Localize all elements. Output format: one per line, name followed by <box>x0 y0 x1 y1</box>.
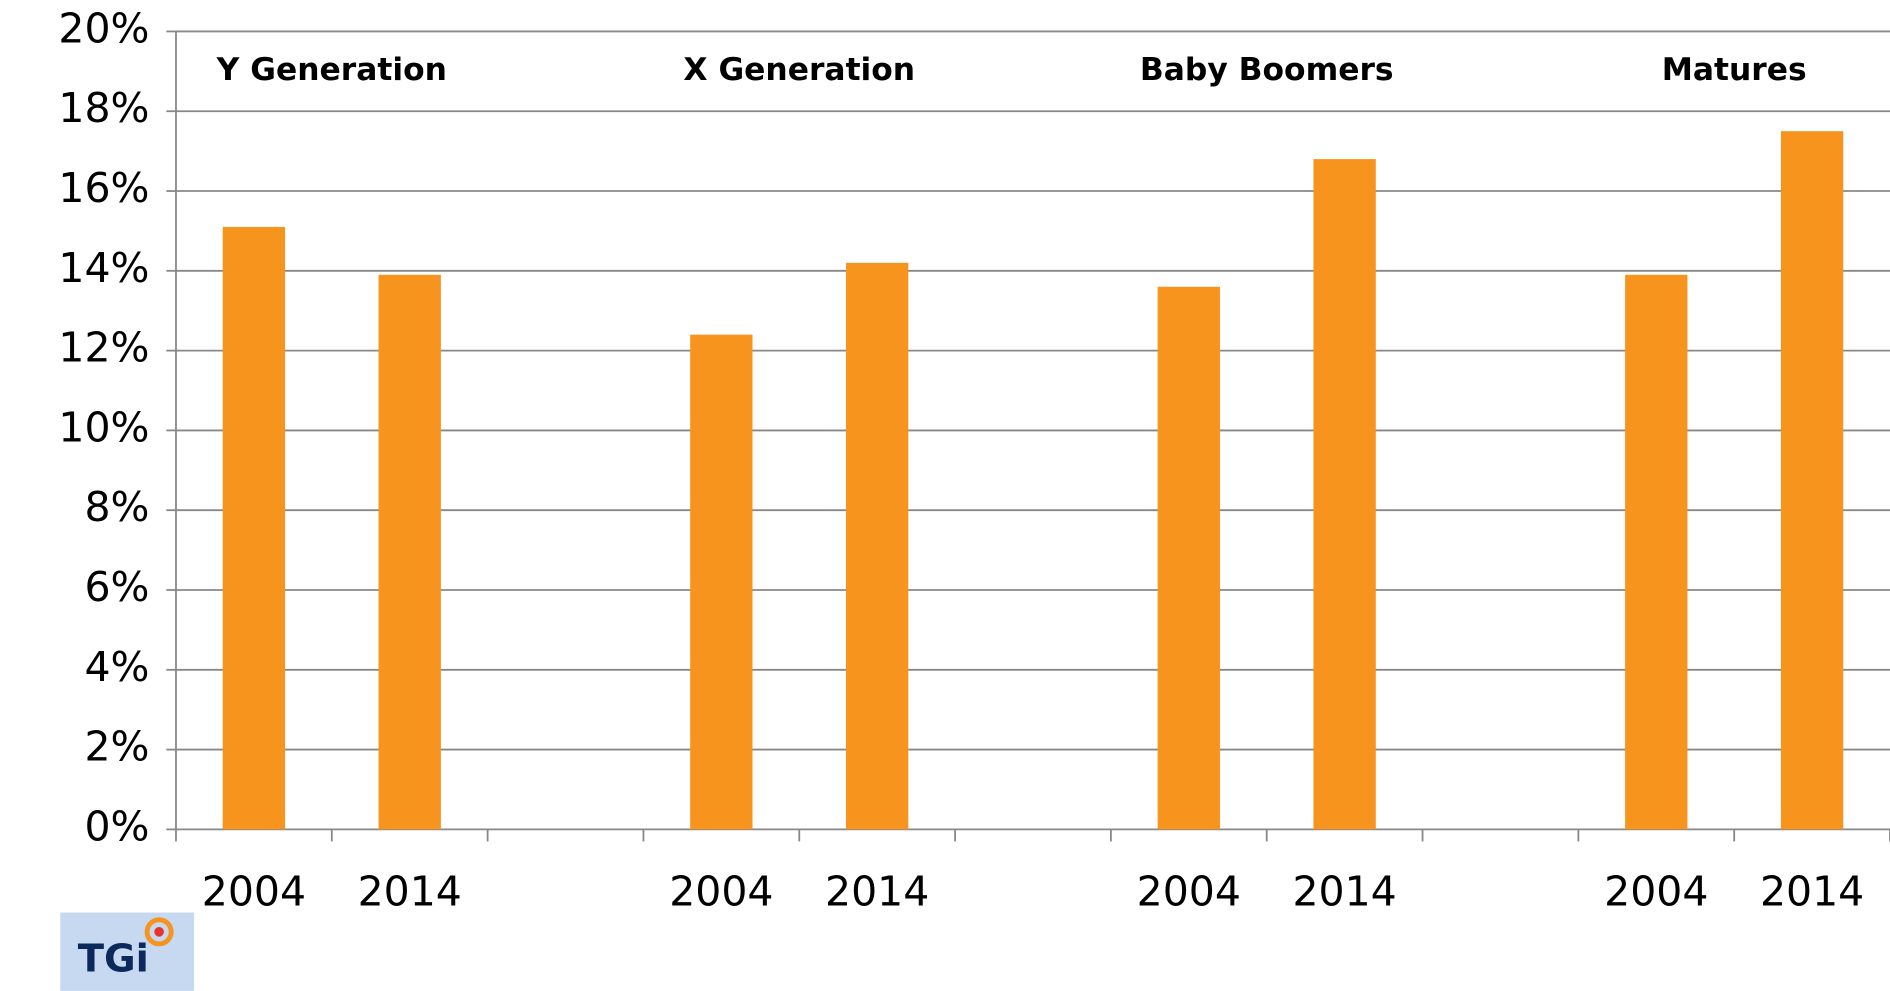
y-tick-label: 0% <box>84 802 149 850</box>
y-tick-label: 14% <box>58 244 149 292</box>
group-label: Y Generation <box>216 52 447 88</box>
logo-icon <box>144 917 174 947</box>
y-tick-label: 8% <box>84 483 149 531</box>
y-tick-label: 12% <box>58 324 149 372</box>
y-tick-label: 16% <box>58 164 149 212</box>
x-tick-label: 2014 <box>1292 867 1396 915</box>
y-tick-label: 6% <box>84 563 149 611</box>
bar <box>222 226 286 830</box>
y-tick-label: 10% <box>58 403 149 451</box>
group-label: Baby Boomers <box>1140 52 1394 88</box>
logo-icon-center <box>154 927 164 937</box>
group-label: X Generation <box>683 52 915 88</box>
bar <box>846 262 909 830</box>
y-tick-label: 2% <box>84 723 149 771</box>
y-tick-label: 4% <box>84 643 149 691</box>
x-tick-label: 2004 <box>1604 867 1708 915</box>
y-tick-label: 18% <box>58 84 149 132</box>
bar <box>1157 286 1220 830</box>
bar <box>1313 159 1376 830</box>
x-tick-label: 2004 <box>202 867 306 915</box>
x-tick-label: 2014 <box>358 867 462 915</box>
x-tick-label: 2014 <box>1760 867 1864 915</box>
x-tick-label: 2014 <box>825 867 929 915</box>
bar <box>690 334 753 830</box>
bar <box>1625 274 1688 830</box>
y-tick-label: 20% <box>58 4 149 52</box>
group-label: Matures <box>1662 52 1807 88</box>
bar <box>1780 131 1844 830</box>
bar <box>378 274 441 830</box>
x-tick-label: 2004 <box>1137 867 1241 915</box>
x-tick-label: 2004 <box>669 867 773 915</box>
logo: TGi <box>78 936 149 981</box>
